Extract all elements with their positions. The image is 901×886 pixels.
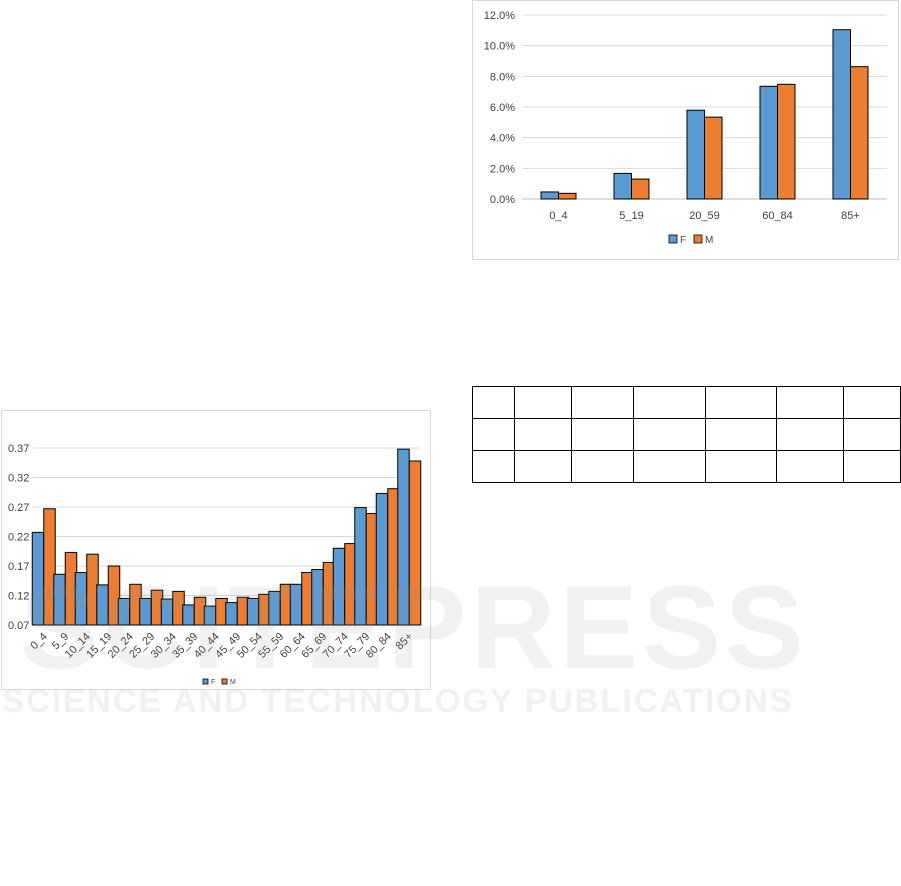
- bar-f-5_19: [613, 172, 632, 200]
- x-tick-label: 5_19: [619, 210, 643, 222]
- x-tick-label: 20_59: [689, 210, 720, 222]
- bar-m-85+: [408, 460, 422, 626]
- y-tick-label: 8.0%: [490, 71, 515, 83]
- bar-f-20_24: [117, 597, 131, 626]
- y-tick-label: 0.32: [8, 473, 29, 485]
- y-tick-label: 0.17: [8, 561, 29, 573]
- bar-f-65_69: [311, 569, 324, 626]
- legend-swatch-f: [668, 234, 678, 244]
- table-cell: [633, 450, 706, 483]
- bar-m-0_4: [558, 192, 577, 200]
- legend-swatch-f: [202, 678, 209, 685]
- age-group-bar-chart: 0.0% 2.0% 4.0% 6.0% 8.0% 10.0% 12.0% 0_4 5_19 20_…: [472, 0, 899, 260]
- y-tick-label: 12.0%: [484, 10, 515, 22]
- y-tick-label: 2.0%: [490, 163, 515, 175]
- legend-label-m: M: [705, 235, 713, 246]
- table-cell: [704, 418, 778, 451]
- bar-f-75_79: [354, 507, 367, 626]
- x-tick-label: 0_4: [28, 631, 49, 652]
- legend-swatch-m: [221, 678, 228, 685]
- table-cell: [776, 418, 844, 451]
- bar-f-10_14: [74, 571, 88, 626]
- bar-m-60_84: [777, 83, 796, 200]
- bar-m-85+: [850, 66, 869, 200]
- y-tick-label: 4.0%: [490, 133, 515, 145]
- table-row: [472, 418, 901, 451]
- table-cell: [633, 418, 706, 451]
- table-cell: [842, 450, 901, 483]
- y-tick-label: 0.12: [8, 591, 29, 603]
- bar-f-5_9: [53, 573, 66, 626]
- x-tick-label: 85+: [841, 210, 860, 222]
- y-tick-label: 0.37: [8, 443, 29, 455]
- x-tick-label: 85+: [394, 631, 416, 653]
- table-cell: [776, 450, 844, 483]
- bar-f-60_64: [289, 583, 303, 626]
- table-cell: [704, 386, 778, 419]
- legend-label-m: M: [230, 679, 236, 686]
- y-tick-label: 0.07: [8, 620, 29, 632]
- bar-f-35_39: [182, 604, 195, 626]
- bar-f-50_54: [246, 597, 260, 626]
- y-tick-label: 0.0%: [490, 194, 515, 206]
- bar-f-20_59: [686, 109, 705, 200]
- bar-m-5_19: [631, 178, 650, 200]
- table-cell: [472, 386, 515, 419]
- x-tick-label: 0_4: [549, 210, 567, 222]
- y-tick-label: 10.0%: [484, 41, 515, 53]
- bar-f-45_49: [225, 602, 238, 626]
- table-cell: [776, 386, 844, 419]
- bar-m-0_4: [43, 508, 56, 626]
- bar-m-15_19: [107, 565, 121, 626]
- chart-svg: 0.070.120.170.220.270.320.370_4 5_910_141…: [8, 443, 422, 686]
- bar-f-55_59: [268, 590, 281, 626]
- bar-f-60_84: [759, 85, 778, 200]
- table-cell: [571, 386, 635, 419]
- table-cell: [571, 450, 635, 483]
- table-cell: [633, 386, 706, 419]
- bar-f-85+: [397, 448, 410, 626]
- table-cell: [513, 418, 573, 451]
- bar-f-25_29: [139, 597, 152, 626]
- table-row: [472, 450, 901, 483]
- table-cell: [842, 418, 901, 451]
- table-cell: [513, 386, 573, 419]
- table-cell: [513, 450, 573, 483]
- legend-swatch-m: [693, 234, 703, 244]
- table-cell: [571, 418, 635, 451]
- y-tick-label: 0.22: [8, 532, 29, 544]
- bar-f-85+: [832, 29, 851, 200]
- table-cell: [472, 450, 515, 483]
- legend-label-f: F: [211, 679, 215, 686]
- bar-f-70_74: [332, 547, 346, 626]
- bar-f-80_84: [375, 492, 389, 626]
- table-row: [472, 386, 901, 419]
- bar-f-0_4: [540, 191, 559, 200]
- table-cell: [842, 386, 901, 419]
- bar-m-20_59: [704, 116, 723, 200]
- x-tick-label: 60_84: [762, 210, 793, 222]
- y-tick-label: 6.0%: [490, 102, 515, 114]
- legend-label-f: F: [680, 235, 686, 246]
- empty-table: [472, 386, 901, 483]
- bar-f-0_4: [31, 531, 45, 626]
- chart-svg: 0.0% 2.0% 4.0% 6.0% 8.0% 10.0% 12.0% 0_4 5_19 20_…: [484, 10, 887, 246]
- five-year-age-bar-chart: 0.07 0.12 0.17 0.22 0.27 0.32 0.37 0_4 5_9 10_14 1…: [1, 410, 431, 690]
- bar-f-30_34: [160, 598, 174, 626]
- bar-f-15_19: [96, 584, 109, 626]
- table-cell: [472, 418, 515, 451]
- bar-f-40_44: [203, 605, 217, 626]
- y-tick-label: 0.27: [8, 502, 29, 514]
- table-cell: [704, 450, 778, 483]
